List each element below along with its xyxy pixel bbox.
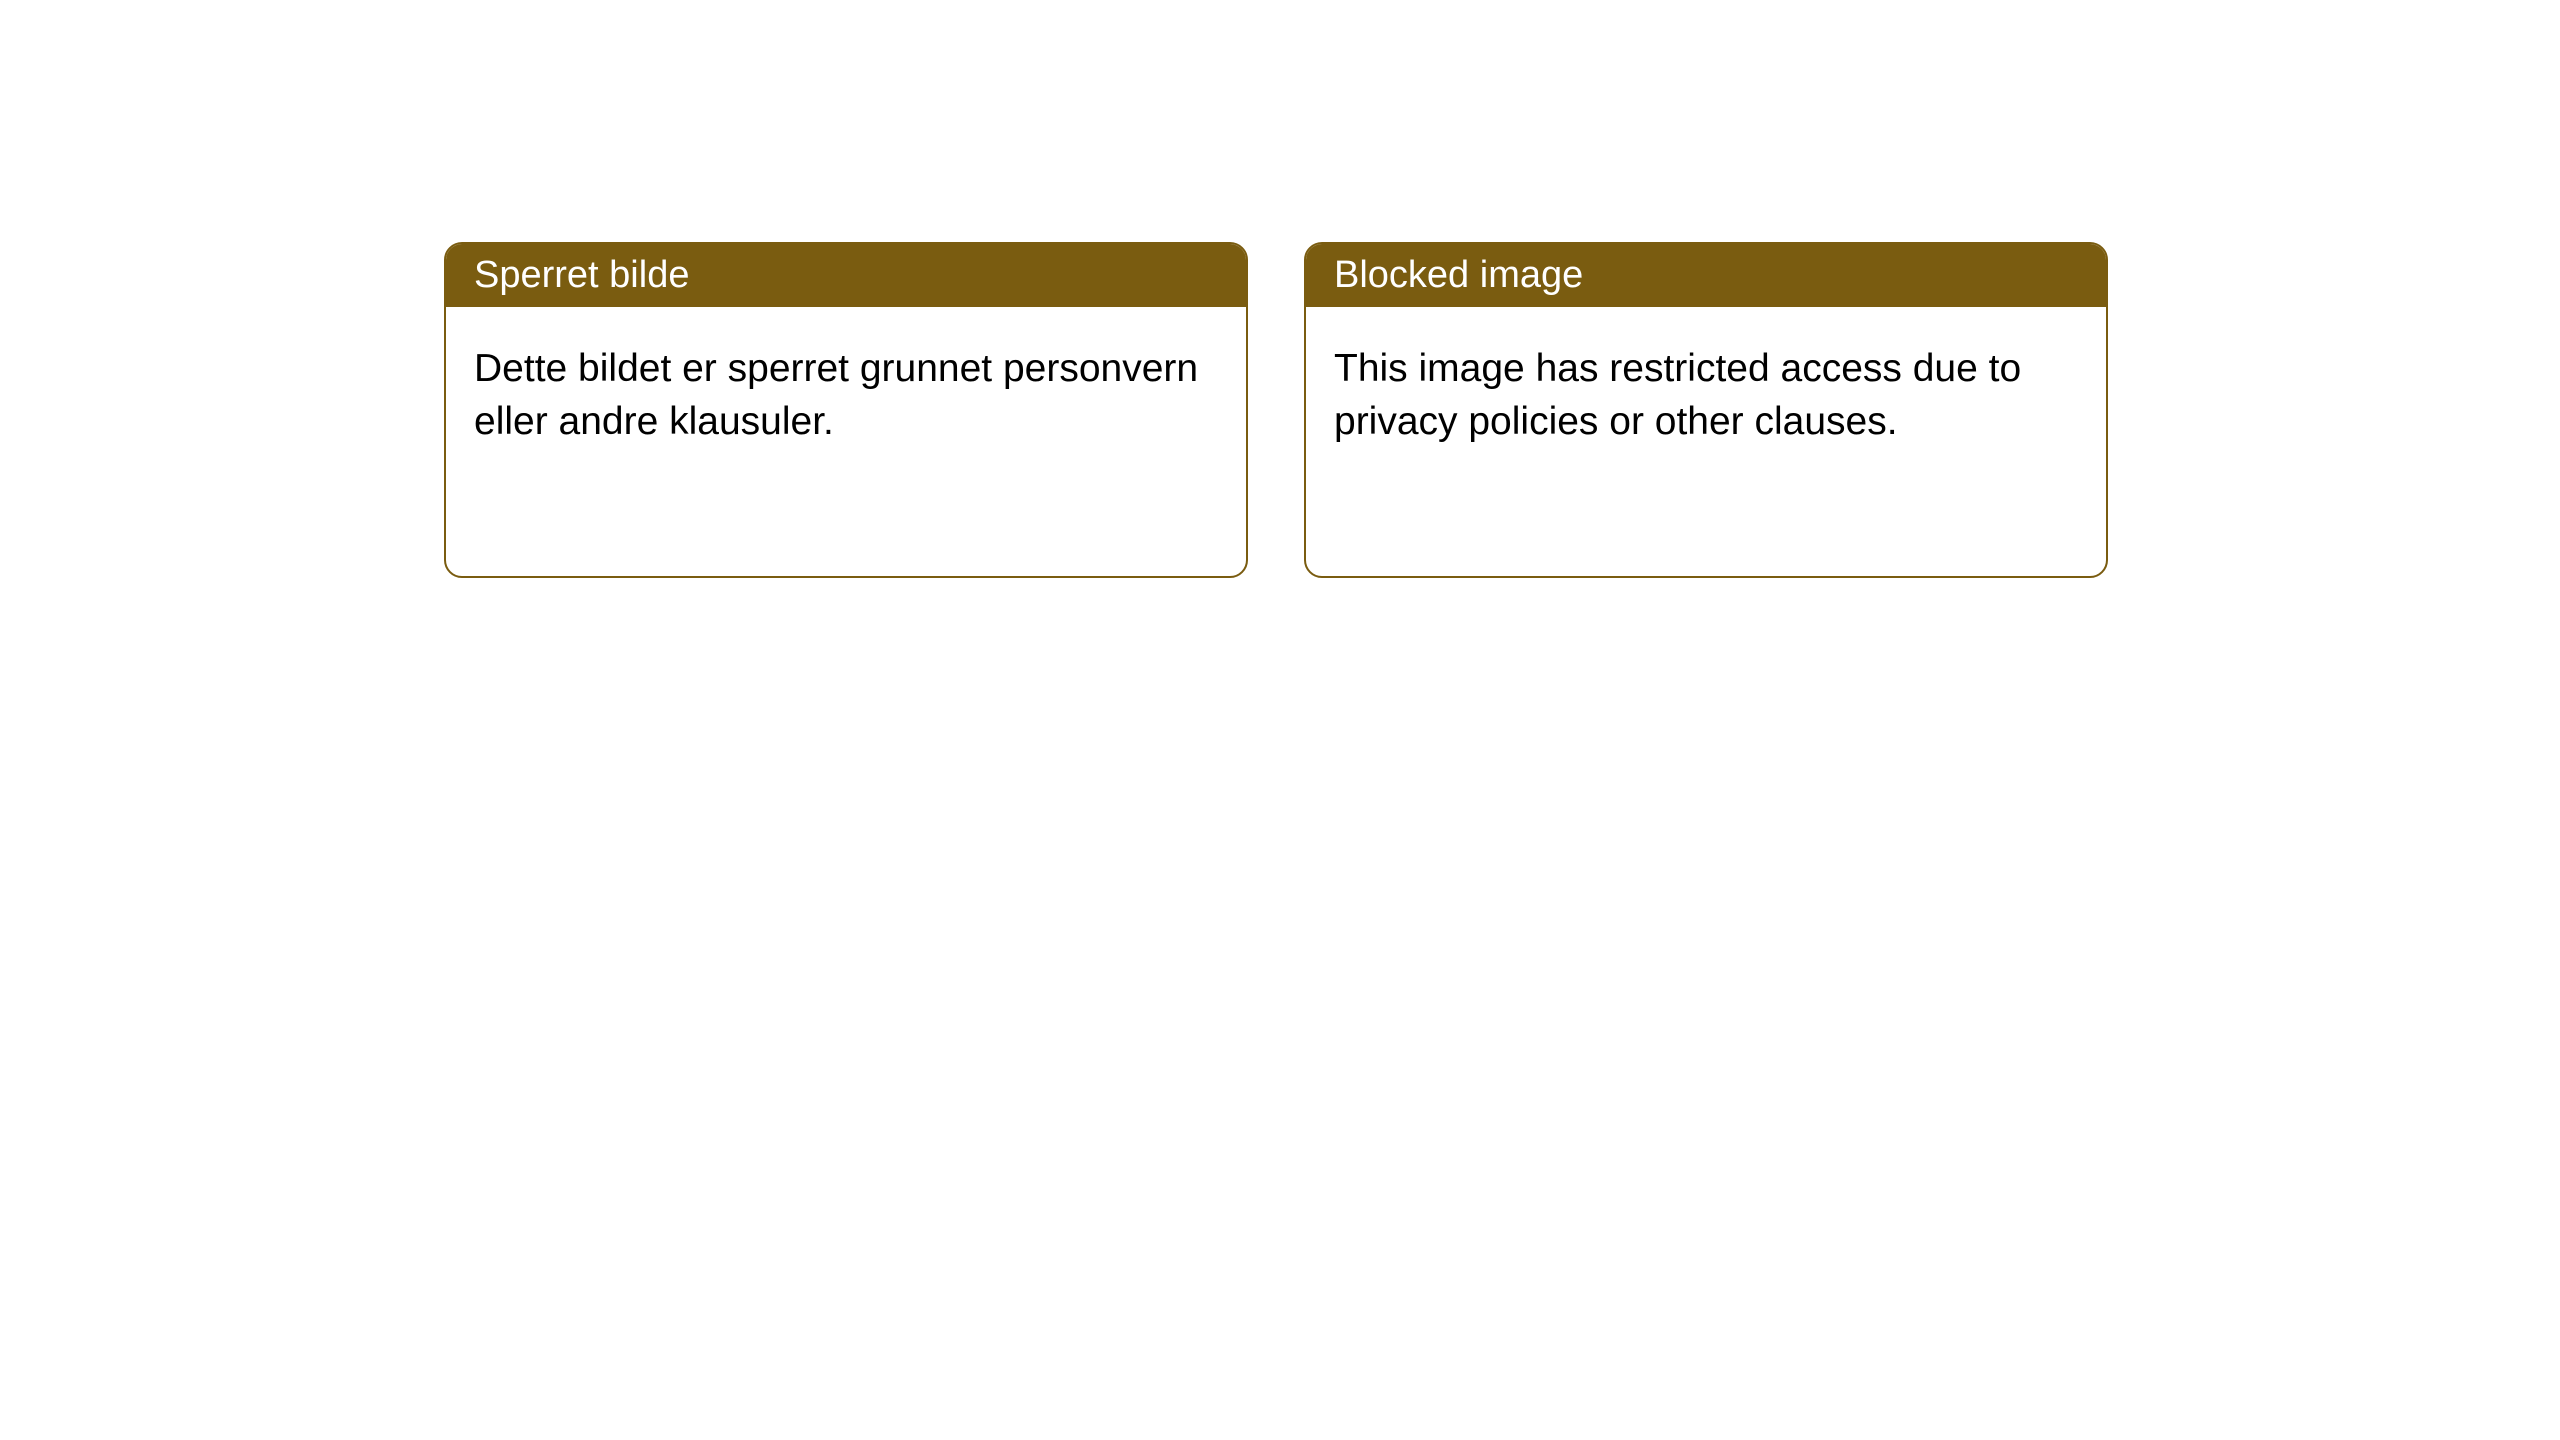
notice-container: Sperret bilde Dette bildet er sperret gr… (0, 0, 2560, 578)
notice-card-english: Blocked image This image has restricted … (1304, 242, 2108, 578)
notice-title-english: Blocked image (1306, 244, 2106, 307)
notice-body-norwegian: Dette bildet er sperret grunnet personve… (446, 307, 1246, 484)
notice-body-english: This image has restricted access due to … (1306, 307, 2106, 484)
notice-title-norwegian: Sperret bilde (446, 244, 1246, 307)
notice-card-norwegian: Sperret bilde Dette bildet er sperret gr… (444, 242, 1248, 578)
